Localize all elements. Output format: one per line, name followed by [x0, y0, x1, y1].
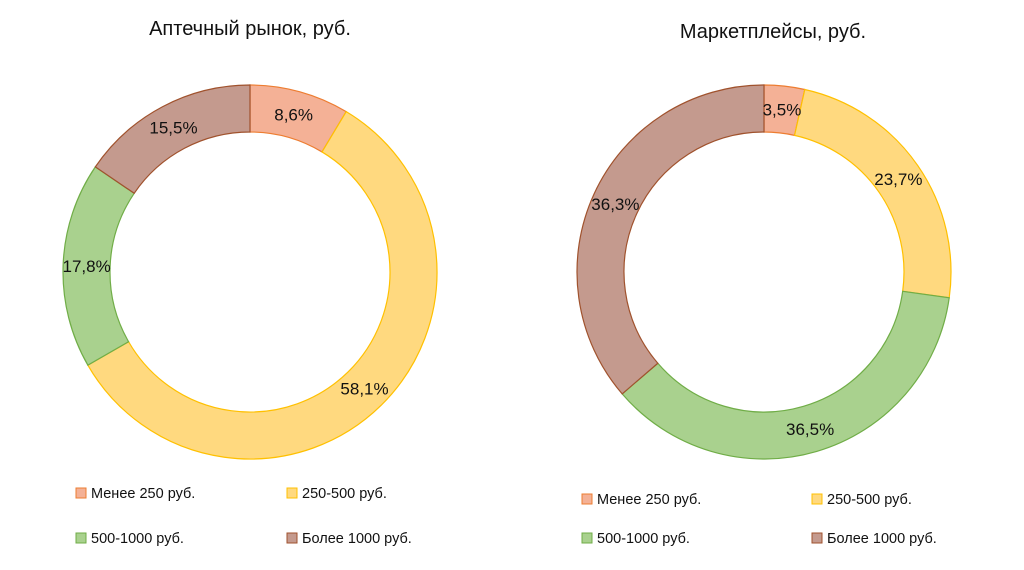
- chart-title: Аптечный рынок, руб.: [149, 18, 351, 40]
- legend-swatch-bolee-1000: [286, 532, 298, 544]
- slice-bolee-1000: [576, 84, 765, 395]
- data-label-menee-250: 3,5%: [763, 100, 802, 119]
- legend-label-bolee-1000: Более 1000 руб.: [827, 531, 937, 547]
- legend-label-menee-250: Менее 250 руб.: [597, 492, 701, 508]
- legend-label-250-500: 250-500 руб.: [302, 486, 387, 502]
- legend-swatch-menee-250: [75, 487, 87, 499]
- chart-title: Маркетплейсы, руб.: [680, 21, 866, 43]
- slice-500-1000: [621, 290, 950, 460]
- chart-pharmacy-market: Аптечный рынок, руб. 8,6% 58,1% 17,8% 15,5%…: [62, 18, 438, 547]
- legend-label-500-1000: 500-1000 руб.: [91, 531, 184, 547]
- legend-swatch-bolee-1000: [811, 532, 823, 544]
- legend-label-500-1000: 500-1000 руб.: [597, 531, 690, 547]
- legend-swatch-500-1000: [581, 532, 593, 544]
- legend-swatch-500-1000: [75, 532, 87, 544]
- data-label-250-500: 58,1%: [340, 380, 388, 399]
- legend-swatch-menee-250: [581, 493, 593, 505]
- data-label-500-1000: 36,5%: [786, 420, 834, 439]
- chart-marketplaces: Маркетплейсы, руб. 3,5% 23,7% 36,5% 36,3% М…: [576, 21, 952, 547]
- data-label-500-1000: 17,8%: [63, 257, 111, 276]
- legend-label-bolee-1000: Более 1000 руб.: [302, 531, 412, 547]
- data-label-menee-250: 8,6%: [274, 105, 313, 124]
- legend-swatch-250-500: [286, 487, 298, 499]
- slice-250-500: [793, 88, 952, 299]
- slice-250-500: [87, 110, 438, 460]
- donut-slices: [62, 84, 438, 460]
- data-label-bolee-1000: 15,5%: [149, 119, 197, 138]
- donut-slices: [576, 84, 952, 460]
- legend: Менее 250 руб. 250-500 руб. 500-1000 руб…: [75, 486, 412, 547]
- data-label-bolee-1000: 36,3%: [591, 195, 639, 214]
- data-label-250-500: 23,7%: [874, 170, 922, 189]
- legend: Менее 250 руб. 250-500 руб. 500-1000 руб…: [581, 492, 937, 547]
- slice-bolee-1000: [94, 84, 251, 195]
- data-labels: 8,6% 58,1% 17,8% 15,5%: [63, 105, 389, 398]
- legend-label-250-500: 250-500 руб.: [827, 492, 912, 508]
- data-labels: 3,5% 23,7% 36,5% 36,3%: [591, 100, 922, 438]
- legend-label-menee-250: Менее 250 руб.: [91, 486, 195, 502]
- legend-swatch-250-500: [811, 493, 823, 505]
